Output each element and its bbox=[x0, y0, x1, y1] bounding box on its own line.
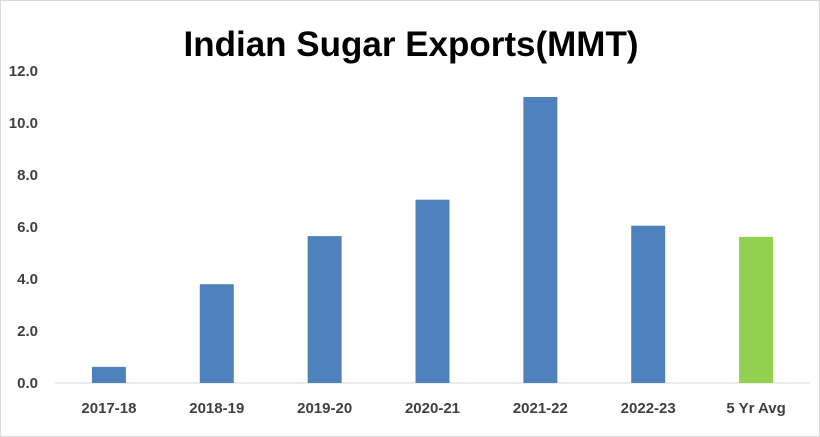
bar-2021-22 bbox=[523, 97, 558, 383]
y-tick-label: 8.0 bbox=[17, 167, 38, 184]
x-tick-label: 2022-23 bbox=[621, 400, 676, 417]
y-tick-label: 0.0 bbox=[17, 375, 38, 392]
bar-2018-19 bbox=[199, 284, 234, 383]
y-tick-label: 2.0 bbox=[17, 323, 38, 340]
bar-2019-20 bbox=[307, 236, 342, 383]
y-tick-label: 4.0 bbox=[17, 271, 38, 288]
x-tick-label: 2018-19 bbox=[189, 400, 244, 417]
x-axis: 2017-18 2018-19 2019-20 2020-21 2021-22 2022-… bbox=[81, 400, 785, 417]
x-tick-label: 5 Yr Avg bbox=[726, 400, 785, 417]
bars bbox=[91, 97, 774, 383]
chart-title: Indian Sugar Exports(MMT) bbox=[183, 25, 639, 64]
bar-2022-23 bbox=[631, 225, 666, 383]
y-axis: 0.0 2.0 4.0 6.0 8.0 10.0 12.0 bbox=[9, 63, 38, 392]
bar-2020-21 bbox=[415, 199, 450, 383]
x-tick-label: 2017-18 bbox=[81, 400, 136, 417]
y-tick-label: 12.0 bbox=[9, 63, 38, 80]
x-tick-label: 2021-22 bbox=[513, 400, 568, 417]
y-tick-label: 10.0 bbox=[9, 115, 38, 132]
x-tick-label: 2020-21 bbox=[405, 400, 460, 417]
bar-2017-18 bbox=[91, 366, 126, 383]
x-tick-label: 2019-20 bbox=[297, 400, 352, 417]
bar-5-yr-avg bbox=[739, 236, 774, 383]
y-tick-label: 6.0 bbox=[17, 219, 38, 236]
